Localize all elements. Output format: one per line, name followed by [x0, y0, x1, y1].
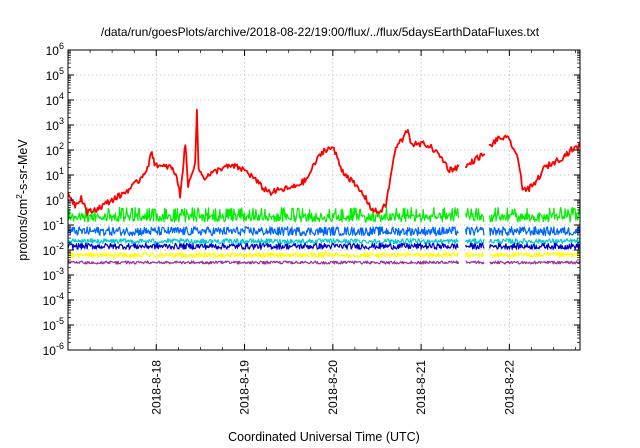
- y-tick-base: 10: [46, 169, 60, 183]
- y-tick-base: 10: [43, 269, 57, 283]
- y-tick-exponent: -1: [56, 216, 64, 226]
- y-tick-base: 10: [43, 319, 57, 333]
- y-tick-base: 10: [46, 144, 60, 158]
- series-line: [68, 238, 580, 245]
- x-axis-label: Coordinated Universal Time (UTC): [228, 430, 420, 444]
- grid: [68, 50, 580, 350]
- y-tick-base: 10: [46, 94, 60, 108]
- series-line: [68, 206, 580, 223]
- y-tick-label: 10-3: [43, 266, 64, 283]
- y-tick-label: 100: [46, 191, 64, 208]
- y-tick-base: 10: [43, 294, 57, 308]
- series-line: [68, 242, 580, 250]
- y-tick-exponent: 0: [59, 191, 64, 201]
- series-line: [68, 226, 580, 237]
- y-tick-label: 101: [46, 166, 64, 183]
- y-tick-label: 103: [46, 116, 64, 133]
- x-tick-label: 2018-8-18: [149, 360, 163, 415]
- y-tick-base: 10: [46, 69, 60, 83]
- y-tick-base: 10: [43, 344, 57, 358]
- y-axis: 10610510410310210110010-110-210-310-410-…: [43, 41, 580, 358]
- y-tick-label: 104: [46, 91, 64, 108]
- y-axis-label-rest: -s-sr-MeV: [16, 139, 30, 195]
- y-tick-exponent: 5: [59, 66, 64, 76]
- series-layer: [68, 108, 580, 265]
- y-tick-label: 10-4: [43, 291, 64, 308]
- y-tick-exponent: -5: [56, 316, 64, 326]
- y-axis-label-superscript: 2: [14, 194, 24, 199]
- series-line: [68, 251, 580, 259]
- y-tick-exponent: 2: [59, 141, 64, 151]
- y-tick-exponent: 4: [59, 91, 64, 101]
- y-tick-base: 10: [43, 244, 57, 258]
- y-tick-base: 10: [46, 119, 60, 133]
- x-tick-label: 2018-8-20: [326, 360, 340, 415]
- y-tick-label: 106: [46, 41, 64, 58]
- x-tick-label: 2018-8-19: [238, 360, 252, 415]
- y-tick-base: 10: [46, 44, 60, 58]
- x-axis: 2018-8-18 2018-8-19 2018-8-20 2018-8-21 2018…: [89, 50, 576, 415]
- y-tick-label: 10-5: [43, 316, 64, 333]
- x-tick-label: 2018-8-22: [502, 360, 516, 415]
- y-tick-label: 102: [46, 141, 64, 158]
- y-tick-label: 105: [46, 66, 64, 83]
- y-tick-exponent: 3: [59, 116, 64, 126]
- y-axis-label: protons/cm2-s-sr-MeV: [14, 139, 30, 261]
- y-tick-exponent: -4: [56, 291, 64, 301]
- chart-title: /data/run/goesPlots/archive/2018-08-22/1…: [101, 25, 540, 39]
- y-tick-exponent: 6: [59, 41, 64, 51]
- y-tick-label: 10-2: [43, 241, 64, 258]
- y-tick-exponent: -2: [56, 241, 64, 251]
- x-tick-label: 2018-8-21: [414, 360, 428, 415]
- y-tick-base: 10: [43, 219, 57, 233]
- y-axis-label-main: protons/cm: [16, 199, 30, 261]
- y-tick-base: 10: [46, 194, 60, 208]
- y-tick-exponent: -3: [56, 266, 64, 276]
- y-tick-exponent: 1: [59, 166, 64, 176]
- y-tick-label: 10-1: [43, 216, 64, 233]
- y-tick-exponent: -6: [56, 341, 64, 351]
- y-tick-label: 10-6: [43, 341, 64, 358]
- series-line: [68, 108, 580, 216]
- series-line: [68, 260, 580, 265]
